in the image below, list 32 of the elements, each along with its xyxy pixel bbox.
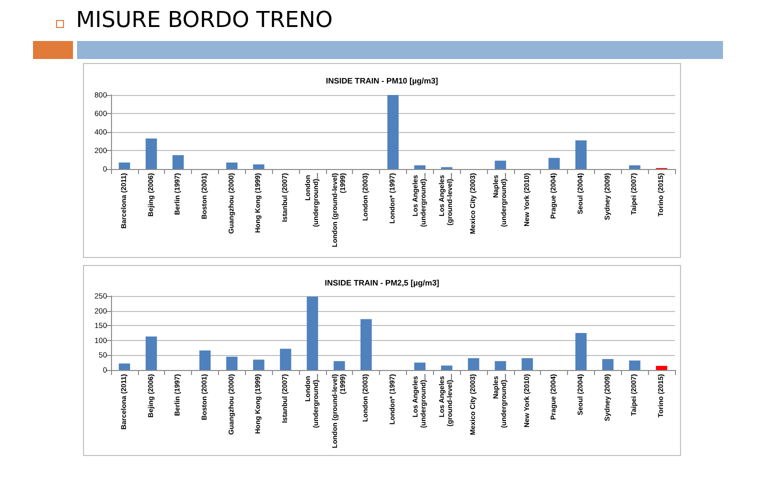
bar xyxy=(656,366,668,370)
bar xyxy=(146,336,157,370)
bar xyxy=(602,359,614,370)
chart-title: INSIDE TRAIN - PM10 [µg/m3] xyxy=(326,76,438,86)
text: MISURE BORDO TRENO xyxy=(76,8,333,33)
bar xyxy=(548,158,560,169)
chart-title: INSIDE TRAIN - PM2,5 [µg/m3] xyxy=(324,278,440,288)
bar xyxy=(414,165,426,169)
bar xyxy=(414,362,426,370)
bar xyxy=(334,361,345,370)
bar xyxy=(226,162,238,169)
bar xyxy=(387,95,399,169)
bar xyxy=(280,348,292,370)
bar xyxy=(575,140,587,169)
bar xyxy=(226,356,238,370)
bar xyxy=(172,155,184,169)
bar xyxy=(494,160,506,169)
bar xyxy=(629,360,640,370)
bar xyxy=(118,162,130,169)
bar xyxy=(494,361,506,370)
bar xyxy=(575,333,587,370)
bar xyxy=(253,164,264,169)
bar xyxy=(199,350,211,370)
bar xyxy=(118,363,130,370)
bar xyxy=(468,358,480,370)
bar xyxy=(441,366,452,370)
bar xyxy=(629,165,640,169)
bar xyxy=(360,319,372,370)
bar xyxy=(522,358,533,370)
bar xyxy=(306,296,318,370)
bar xyxy=(253,360,264,370)
bar xyxy=(146,138,157,169)
